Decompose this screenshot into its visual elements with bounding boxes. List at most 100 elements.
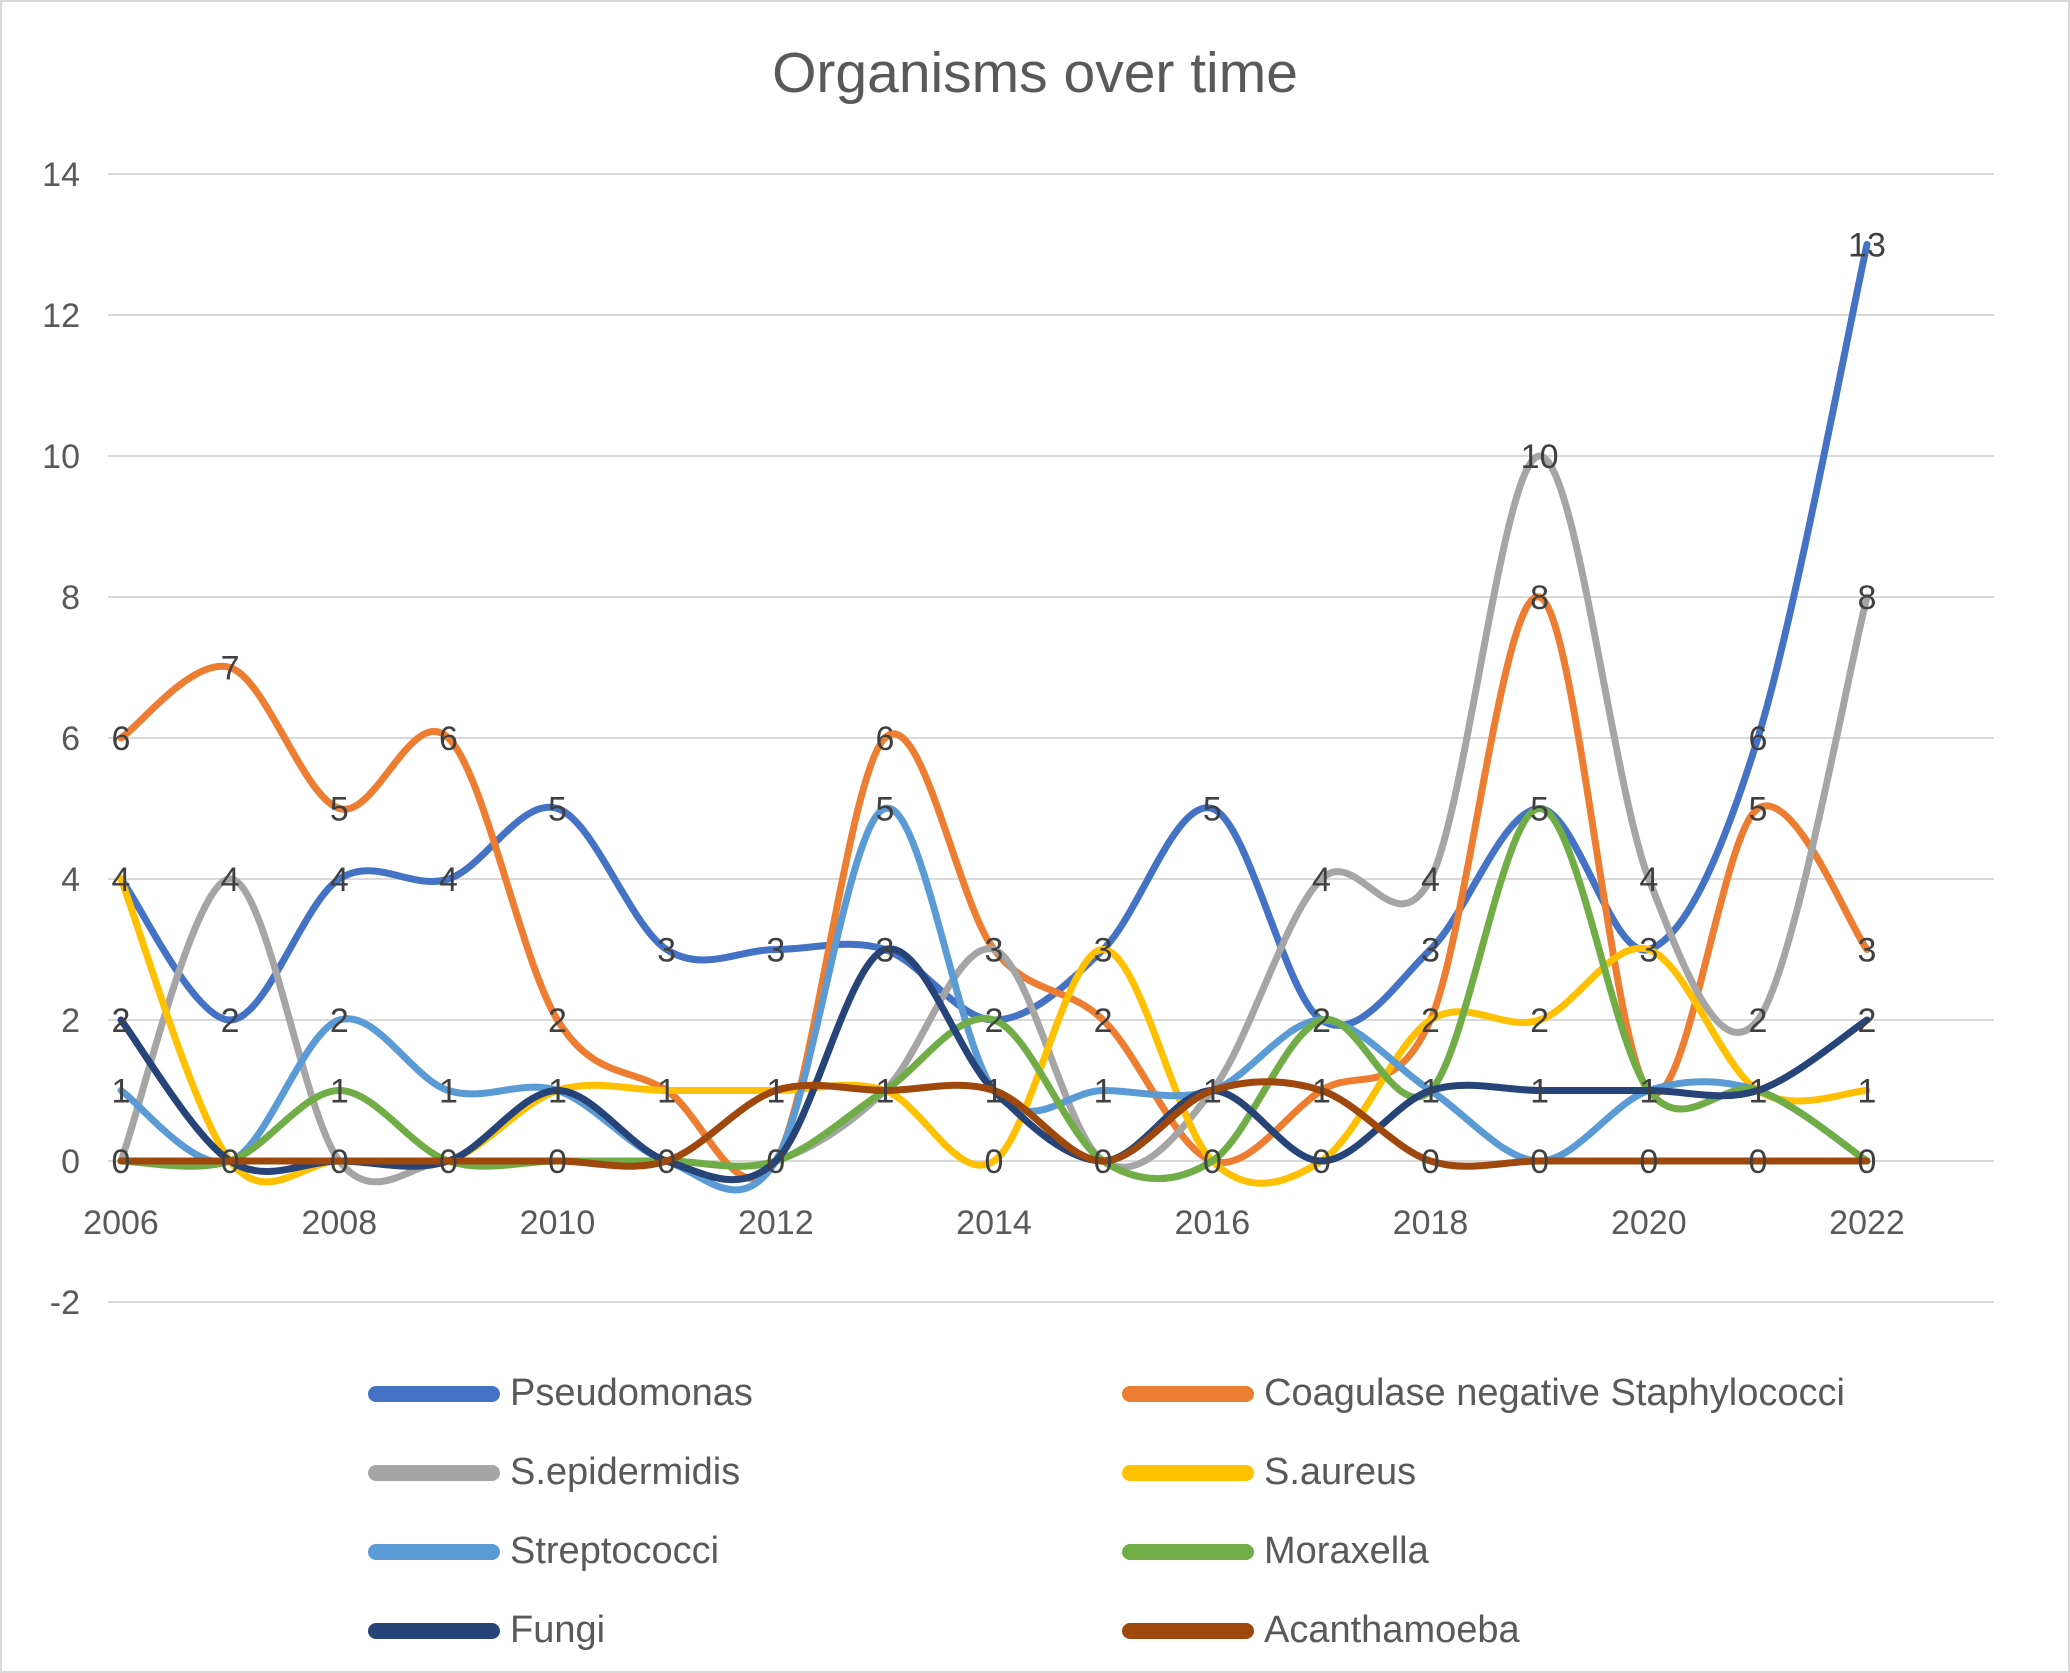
y-axis-tick-label: -2: [50, 1284, 80, 1322]
data-label: 1: [1530, 1073, 1549, 1111]
data-label: 1: [1858, 1073, 1877, 1111]
legend-item-s-aureus: S.aureus: [1122, 1451, 1845, 1494]
legend-label: Fungi: [510, 1609, 606, 1651]
x-axis-tick-label: 2014: [956, 1204, 1032, 1242]
data-label: 0: [1748, 1143, 1767, 1181]
data-label: 1: [985, 1073, 1004, 1111]
data-label: 4: [1312, 861, 1331, 899]
data-label: 0: [766, 1143, 785, 1181]
legend-item-moraxella: Moraxella: [1122, 1530, 1845, 1573]
data-label: 0: [439, 1143, 458, 1181]
x-axis-tick-label: 2018: [1393, 1204, 1469, 1242]
legend-swatch: [368, 1385, 500, 1402]
legend-swatch: [1122, 1622, 1254, 1639]
legend-item-coagulase-negative-staphylococci: Coagulase negative Staphylococci: [1122, 1372, 1845, 1415]
y-axis-tick-label: 4: [61, 861, 80, 899]
data-label: 4: [1421, 861, 1440, 899]
data-label: 0: [1094, 1143, 1113, 1181]
data-label: 8: [1530, 579, 1549, 617]
data-label: 0: [1530, 1143, 1549, 1181]
data-label: 0: [548, 1143, 567, 1181]
data-label: 2: [985, 1002, 1004, 1040]
x-axis-tick-label: 2012: [738, 1204, 814, 1242]
y-axis-tick-label: 10: [42, 438, 80, 476]
data-label: 0: [112, 1143, 131, 1181]
data-label: 2: [330, 1002, 349, 1040]
data-label: 1: [439, 1073, 458, 1111]
data-label: 6: [1748, 720, 1767, 758]
legend-label: Moraxella: [1264, 1530, 1429, 1572]
data-label: 1: [657, 1073, 676, 1111]
data-label: 7: [221, 650, 240, 688]
data-label: 2: [1858, 1002, 1877, 1040]
legend-swatch: [368, 1543, 500, 1560]
data-label: 5: [548, 791, 567, 829]
x-axis-tick-label: 2016: [1174, 1204, 1250, 1242]
data-label: 1: [330, 1073, 349, 1111]
x-axis-tick-label: 2006: [83, 1204, 159, 1242]
data-label: 6: [439, 720, 458, 758]
data-label: 1: [1312, 1073, 1331, 1111]
data-label: 0: [657, 1143, 676, 1181]
y-axis-tick-label: 12: [42, 297, 80, 335]
data-label: 4: [439, 861, 458, 899]
series-line-acanthamoeba: [117, 1078, 1871, 1170]
y-axis-tick-label: 2: [61, 1002, 80, 1040]
legend-label: S.epidermidis: [510, 1451, 741, 1493]
x-axis-tick-label: 2022: [1829, 1204, 1905, 1242]
data-label: 3: [1639, 932, 1658, 970]
legend-item-streptococci: Streptococci: [368, 1530, 1122, 1573]
legend-swatch: [1122, 1464, 1254, 1481]
x-axis-tick-label: 2020: [1611, 1204, 1687, 1242]
data-label: 1: [1421, 1073, 1440, 1111]
y-axis-tick-label: 8: [61, 579, 80, 617]
data-label: 1: [1203, 1073, 1222, 1111]
x-axis-tick-label: 2010: [520, 1204, 596, 1242]
data-label: 6: [875, 720, 894, 758]
legend-item-s-epidermidis: S.epidermidis: [368, 1451, 1122, 1494]
data-label: 2: [1421, 1002, 1440, 1040]
legend-swatch: [1122, 1385, 1254, 1402]
y-axis-tick-label: 6: [61, 720, 80, 758]
data-label: 2: [548, 1002, 567, 1040]
data-label: 1: [1094, 1073, 1113, 1111]
legend: Pseudomonas Coagulase negative Staphyloc…: [368, 1354, 1845, 1670]
data-label: 3: [657, 932, 676, 970]
data-label: 10: [1521, 438, 1559, 476]
data-label: 5: [1530, 791, 1549, 829]
data-label: 2: [1530, 1002, 1549, 1040]
legend-swatch: [368, 1464, 500, 1481]
data-label: 6: [112, 720, 131, 758]
data-label: 3: [875, 932, 894, 970]
data-label: 1: [766, 1073, 785, 1111]
series-line-streptococci: [117, 804, 1871, 1194]
data-label: 2: [1312, 1002, 1331, 1040]
data-label: 4: [1639, 861, 1658, 899]
legend-label: Pseudomonas: [510, 1372, 753, 1414]
x-axis-tick-label: 2008: [301, 1204, 377, 1242]
data-label: 0: [1421, 1143, 1440, 1181]
y-axis-tick-label: 14: [42, 156, 80, 194]
data-label: 5: [330, 791, 349, 829]
legend-swatch: [368, 1622, 500, 1639]
data-label: 0: [1203, 1143, 1222, 1181]
data-label: 3: [1421, 932, 1440, 970]
data-label: 0: [221, 1143, 240, 1181]
data-label: 3: [1858, 932, 1877, 970]
legend-item-pseudomonas: Pseudomonas: [368, 1372, 1122, 1415]
data-label: 1: [112, 1073, 131, 1111]
data-label: 5: [875, 791, 894, 829]
legend-label: S.aureus: [1264, 1451, 1417, 1493]
y-axis-tick-label: 0: [61, 1143, 80, 1181]
legend-label: Coagulase negative Staphylococci: [1264, 1372, 1845, 1414]
data-label: 0: [330, 1143, 349, 1181]
data-label: 5: [1203, 791, 1222, 829]
data-label: 2: [112, 1002, 131, 1040]
data-label: 4: [221, 861, 240, 899]
data-label: 3: [766, 932, 785, 970]
data-label: 1: [875, 1073, 894, 1111]
data-label: 1: [1639, 1073, 1658, 1111]
legend-item-acanthamoeba: Acanthamoeba: [1122, 1609, 1845, 1652]
